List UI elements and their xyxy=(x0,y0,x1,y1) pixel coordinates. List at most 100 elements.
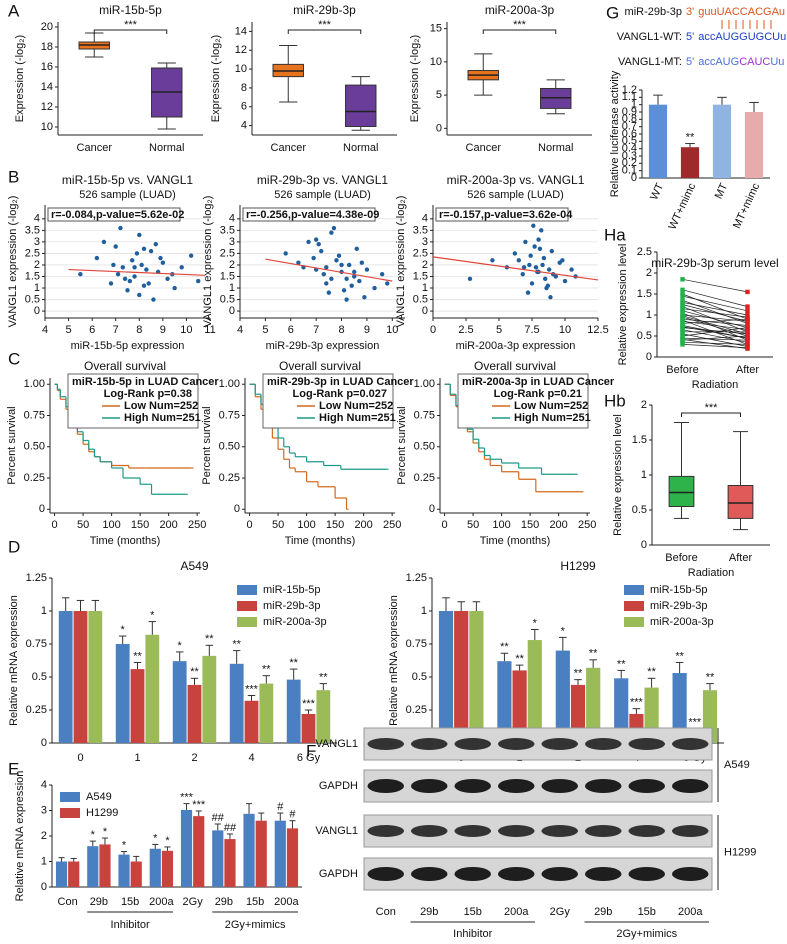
point xyxy=(527,262,532,268)
x-tick-label: 150 xyxy=(521,519,539,531)
point xyxy=(316,242,321,247)
x-tick-label: 11 xyxy=(204,324,215,336)
y-tick-label: 1.5 xyxy=(220,270,235,282)
blot-band xyxy=(410,867,448,881)
y-tick-label: 1.5 xyxy=(25,270,40,282)
row-label: GAPDH xyxy=(319,868,358,880)
point xyxy=(529,281,535,286)
point xyxy=(352,269,357,275)
pair-line xyxy=(682,289,748,307)
point xyxy=(379,271,385,277)
chart-title: miR-29b-3p vs. VANGL1 xyxy=(257,173,388,187)
bar xyxy=(161,850,174,887)
significance-bracket xyxy=(482,29,557,34)
point xyxy=(115,271,121,277)
bar xyxy=(555,650,570,743)
legend-box xyxy=(67,373,199,429)
point xyxy=(745,342,750,347)
bar xyxy=(316,690,331,743)
panel-label: A xyxy=(8,1,20,20)
y-tick-label: 4 xyxy=(41,779,47,791)
pair-line xyxy=(682,335,748,341)
y-tick-label: 0.8 xyxy=(622,113,637,125)
significance: # xyxy=(289,809,296,821)
point xyxy=(521,265,527,270)
legend-label: miR-29b-3p xyxy=(650,600,707,612)
point xyxy=(101,239,107,245)
significance: *** xyxy=(192,799,206,811)
point xyxy=(339,262,344,268)
y-tick-label: 0 xyxy=(429,503,435,515)
point xyxy=(321,271,326,277)
point xyxy=(354,246,359,252)
pair-line xyxy=(682,278,748,293)
panel-label: D xyxy=(8,537,20,556)
box xyxy=(668,475,695,507)
y-tick-label: 16 xyxy=(41,61,53,73)
legend-label: miR-15b-5p xyxy=(263,584,320,596)
x-tick-label: 4 xyxy=(248,752,254,764)
bar xyxy=(438,611,454,743)
y-tick-label: 0 xyxy=(422,305,428,317)
x-axis-label: Time (months) xyxy=(480,535,551,547)
y-tick-label: 3 xyxy=(41,804,47,816)
point xyxy=(336,253,342,258)
chart-title: H1299 xyxy=(560,559,596,573)
y-tick-label: 1.1 xyxy=(622,91,637,103)
x-tick-label: 5 xyxy=(496,324,502,336)
bar xyxy=(259,683,274,743)
point xyxy=(329,276,334,281)
x-tick-label: 2 xyxy=(191,752,197,764)
x-tick-label: Cancer xyxy=(271,142,307,154)
y-tick-label: 3 xyxy=(422,236,428,248)
bar xyxy=(527,640,542,743)
point xyxy=(745,304,750,309)
point xyxy=(352,274,357,279)
group-label: Inhibitor xyxy=(111,919,150,931)
x-tick-label: 200 xyxy=(354,519,372,531)
point xyxy=(546,267,552,272)
y-tick-label: 0.5 xyxy=(220,293,235,305)
x-axis-label: miR-29b-3p expression xyxy=(266,340,380,352)
x-axis-label: Time (months) xyxy=(285,535,356,547)
point xyxy=(537,246,543,252)
y-tick-label: 2.5 xyxy=(413,247,428,259)
point xyxy=(680,293,685,299)
significance: *** xyxy=(180,792,194,804)
y-tick-label: 0 xyxy=(436,122,442,134)
x-tick-label: 10 xyxy=(180,324,192,336)
bar xyxy=(286,679,301,743)
y-axis-label: Percent survival xyxy=(6,406,18,484)
x-tick-label: 100 xyxy=(297,519,315,531)
point xyxy=(745,289,750,295)
y-tick-label: 8 xyxy=(241,82,247,94)
y-tick-label: 1.25 xyxy=(26,572,47,584)
y-axis-label: Relative mRNA expression xyxy=(14,771,26,902)
cell-line-label: A549 xyxy=(724,759,750,771)
y-tick-label: 3.5 xyxy=(25,224,40,236)
y-tick-label: 4 xyxy=(229,213,235,225)
bar xyxy=(73,611,88,743)
y-axis-label: Expression (-log₂) xyxy=(14,35,26,122)
y-tick-label: 3 xyxy=(34,236,40,248)
y-tick-label: 1 xyxy=(41,605,47,617)
x-tick-label: Con xyxy=(58,896,78,908)
point xyxy=(132,265,137,270)
bar xyxy=(88,611,103,743)
bar xyxy=(512,670,527,743)
y-tick-label: 2 xyxy=(646,267,652,279)
point xyxy=(680,302,685,307)
point xyxy=(334,258,339,263)
significance: ** xyxy=(706,672,715,684)
x-tick-label: 7 xyxy=(313,324,319,336)
point xyxy=(359,260,365,265)
pair-line xyxy=(682,344,748,349)
y-tick-label: 0 xyxy=(646,351,652,363)
bar xyxy=(58,611,73,743)
y-tick-label: 1 xyxy=(421,605,427,617)
y-tick-label: 3 xyxy=(229,236,235,248)
x-tick-label: 29b xyxy=(215,896,233,908)
blot-band xyxy=(584,825,622,837)
y-axis-label: VANGL1 expression (-log₂) xyxy=(202,196,214,328)
x-tick-label: 0 xyxy=(430,324,436,336)
